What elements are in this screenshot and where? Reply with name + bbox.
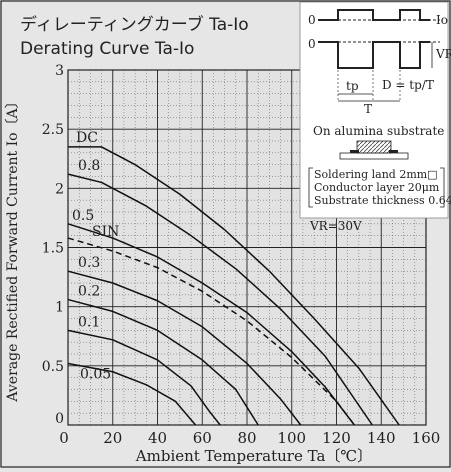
series-label: SIN — [92, 224, 119, 240]
title-japanese: ディレーティングカーブ Ta-Io — [20, 14, 249, 35]
series-label: DC — [76, 130, 98, 146]
y-tick-label: 2 — [55, 181, 64, 197]
grid — [67, 69, 427, 426]
y-tick-label: 3 — [55, 63, 64, 79]
io-waveform — [318, 9, 430, 21]
y-tick-label: 1 — [55, 300, 64, 316]
y-tick-label: 1.5 — [42, 241, 64, 257]
io-label: Io — [436, 13, 448, 27]
series-line — [67, 237, 355, 426]
series-label: 0.1 — [78, 314, 100, 330]
series-line — [67, 270, 302, 426]
note-soldering-land: Soldering land 2mm□ — [314, 168, 438, 181]
solder-land-left — [350, 150, 359, 153]
series-line — [68, 146, 400, 426]
axis-ticks: 0 20 40 60 80 100 120 140 160 0 0.5 1 1.5 2 2.5 3 — [42, 63, 441, 447]
x-tick-label: 20 — [103, 429, 122, 447]
note-substrate-thickness: Substrate thickness 0.64t — [314, 194, 451, 207]
package-body-icon — [356, 140, 392, 154]
y-tick-label: 0.5 — [42, 359, 64, 375]
notes-bracket-left — [308, 167, 313, 208]
inset-zero-top: 0 — [308, 13, 316, 27]
x-tick-label: 80 — [237, 429, 256, 447]
inset-zero-bottom: 0 — [308, 37, 316, 51]
t-label: T — [364, 102, 372, 116]
series-line — [67, 298, 259, 426]
vr-annotation: VR=30V — [309, 219, 362, 233]
series-label: 0.2 — [78, 284, 100, 300]
solder-land-right — [389, 150, 398, 153]
series-label: 0.05 — [80, 366, 111, 382]
inset-background — [299, 1, 449, 219]
notes-bracket-right — [440, 167, 445, 208]
substrate-title: On alumina substrate — [313, 124, 444, 138]
x-tick-label: 40 — [148, 429, 167, 447]
y-axis-label: Average Rectified Forward Current Io〔A〕 — [5, 94, 21, 402]
x-tick-label: 160 — [412, 429, 441, 447]
series-label: 0.3 — [78, 255, 100, 271]
x-tick-label: 100 — [277, 429, 306, 447]
tp-label: tp — [346, 79, 359, 93]
series-lines — [67, 146, 400, 426]
vr-label: VR — [435, 47, 451, 61]
series-label: 0.8 — [78, 158, 100, 174]
series-line — [67, 173, 373, 426]
series-line — [67, 223, 355, 426]
title-english: Derating Curve Ta-Io — [20, 39, 194, 59]
x-tick-label: 0 — [59, 429, 69, 447]
y-tick-label: 0 — [55, 411, 64, 427]
series-line — [67, 329, 221, 426]
note-conductor-layer: Conductor layer 20μm — [314, 181, 440, 194]
x-tick-label: 140 — [367, 429, 396, 447]
x-tick-label: 120 — [322, 429, 351, 447]
series-label: 0.5 — [72, 208, 94, 224]
vr-waveform — [318, 41, 430, 69]
substrate-board — [339, 152, 409, 160]
y-tick-label: 2.5 — [42, 122, 64, 138]
series-line — [67, 362, 197, 426]
duty-formula: D = tp/T — [382, 78, 434, 92]
x-axis-label: Ambient Temperature Ta〔℃〕 — [135, 447, 372, 465]
x-tick-label: 60 — [193, 429, 212, 447]
inset-panel: 0 Io 0 VR tp T D = tp/T On alumina subst… — [299, 1, 451, 219]
